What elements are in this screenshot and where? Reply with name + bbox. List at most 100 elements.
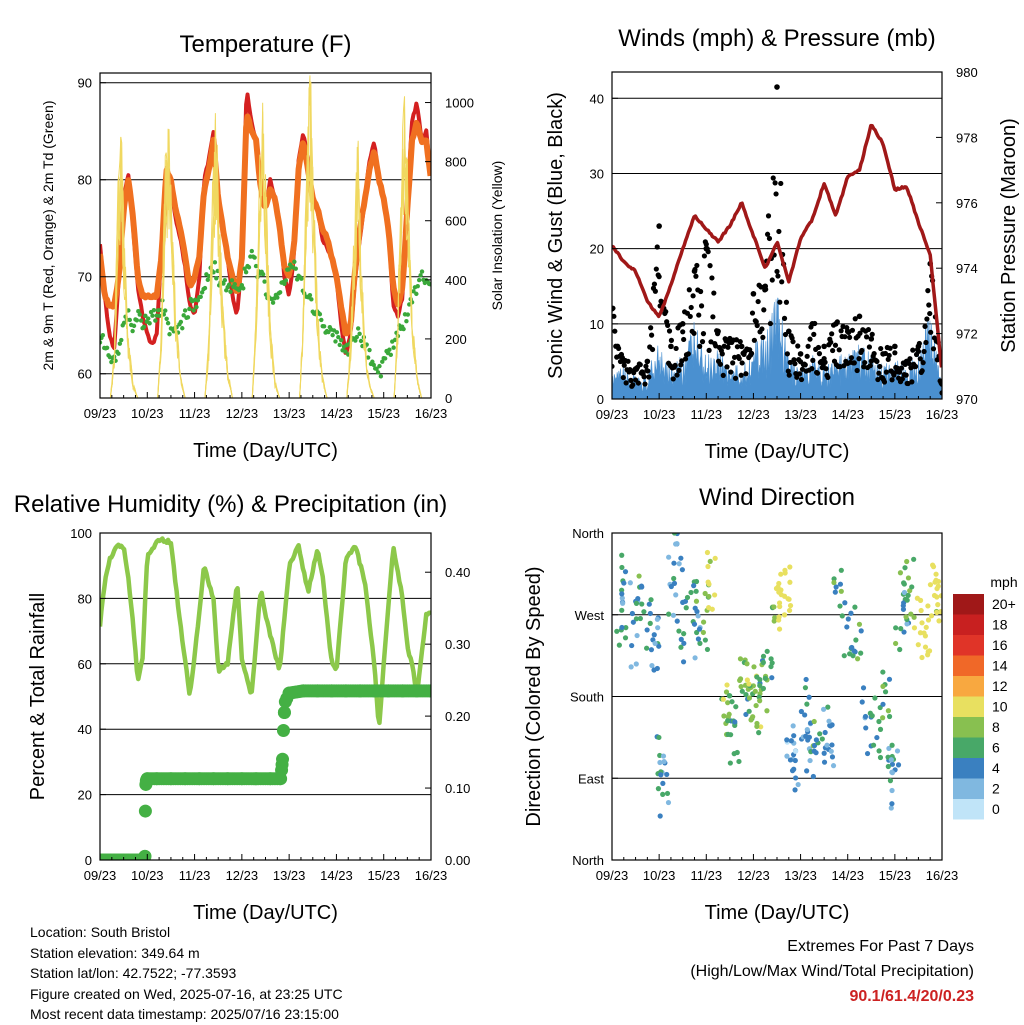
- wind-direction-point: [839, 613, 845, 619]
- series-point: [645, 368, 651, 374]
- series-point: [672, 362, 678, 369]
- wind-direction-point: [784, 753, 790, 759]
- wind-direction-point: [665, 799, 672, 806]
- wind-direction-point: [863, 725, 869, 731]
- series-point: [286, 267, 291, 272]
- series-point: [728, 369, 734, 375]
- series-point: [307, 293, 313, 298]
- precip-point: [164, 772, 178, 786]
- precip-point: [277, 706, 291, 720]
- series-point: [419, 269, 425, 274]
- series-point: [198, 294, 203, 299]
- series-point: [811, 331, 817, 337]
- wind-direction-point: [744, 677, 750, 683]
- wind-direction-point: [619, 552, 625, 558]
- series-point: [881, 379, 888, 385]
- chart-title: Temperature (F): [179, 31, 351, 58]
- colorbar-label: 0: [992, 801, 1000, 817]
- wind-direction-point: [889, 761, 896, 767]
- wind-direction-point: [777, 603, 783, 610]
- wind-direction-point: [905, 592, 911, 598]
- wind-direction-point: [901, 589, 908, 596]
- series-point: [165, 320, 171, 326]
- wind-direction-point: [930, 564, 937, 570]
- info-location: Location: South Bristol: [30, 924, 171, 940]
- series-point: [719, 351, 725, 357]
- series-point: [930, 346, 937, 352]
- wind-direction-point: [787, 564, 793, 570]
- series-point: [365, 355, 371, 360]
- series-point: [109, 359, 114, 365]
- x-tick-label: 14/23: [320, 868, 353, 883]
- series-point: [761, 307, 767, 313]
- series-point: [877, 363, 883, 370]
- series-point: [354, 334, 359, 340]
- wind-direction-point: [757, 698, 763, 704]
- wind-direction-point: [680, 599, 686, 606]
- series-point: [382, 356, 388, 361]
- gust-peak-point: [668, 343, 674, 350]
- wind-direction-point: [822, 729, 828, 736]
- series-point: [807, 336, 813, 342]
- wind-direction-point: [851, 648, 857, 654]
- wind-direction-point: [897, 570, 904, 576]
- y-axis-label: 2m & 9m T (Red, Orange) & 2m Td (Green): [40, 101, 56, 371]
- wind-direction-point: [706, 593, 712, 600]
- colorbar-swatch: [953, 737, 984, 758]
- wind-direction-point: [776, 580, 782, 587]
- wind-direction-point: [928, 613, 935, 619]
- precip-point: [138, 849, 152, 860]
- series-point: [358, 338, 364, 344]
- wind-direction-point: [792, 787, 798, 793]
- series-point: [700, 331, 707, 337]
- wind-direction-point: [769, 675, 775, 681]
- series-point: [353, 338, 358, 343]
- wind-direction-point: [752, 688, 758, 694]
- series-point: [401, 326, 406, 332]
- series-point: [147, 321, 152, 326]
- wind-direction-point: [838, 567, 844, 573]
- colorbar-swatch: [953, 635, 984, 656]
- wind-direction-point: [864, 750, 871, 757]
- series-point: [849, 327, 856, 333]
- wind-direction-point: [658, 772, 664, 778]
- wind-direction-point: [786, 607, 793, 614]
- y-right-tick-label: 972: [956, 327, 978, 342]
- gust-peak-point: [785, 328, 792, 335]
- series-point: [246, 265, 252, 270]
- series-point: [337, 342, 342, 348]
- wind-direction-point: [746, 681, 752, 687]
- wind-direction-point: [919, 654, 925, 661]
- series-point: [299, 276, 304, 281]
- y-right-tick-label: 1000: [445, 96, 474, 111]
- series-point: [928, 329, 934, 335]
- series-point: [270, 300, 276, 305]
- precip-point: [178, 772, 192, 786]
- series-point: [816, 351, 823, 357]
- series-point: [643, 363, 649, 369]
- gust-peak-point: [727, 336, 733, 342]
- series-point: [764, 231, 771, 237]
- wind-direction-point: [888, 757, 894, 763]
- series-point: [809, 366, 815, 372]
- wind-direction-point: [644, 645, 650, 651]
- series-point: [665, 322, 671, 328]
- y-tick-label: 80: [78, 591, 92, 606]
- wind-direction-point: [887, 778, 894, 784]
- wind-direction-point: [935, 578, 942, 585]
- wind-direction-point: [758, 724, 764, 730]
- wind-direction-point: [876, 718, 882, 725]
- series-point: [676, 367, 682, 373]
- series-point: [899, 376, 906, 382]
- wind-direction-point: [787, 602, 794, 609]
- y-right-tick-label: 0.10: [445, 781, 470, 796]
- x-axis-label: Time (Day/UTC): [193, 440, 338, 462]
- series-point: [825, 374, 831, 380]
- gust-peak-point: [856, 313, 863, 320]
- wind-direction-point: [647, 620, 653, 626]
- wind-direction-point: [854, 656, 861, 662]
- wind-direction-point: [911, 556, 917, 562]
- wind-direction-point: [762, 675, 768, 681]
- wind-direction-point: [614, 628, 620, 634]
- x-axis-label: Time (Day/UTC): [705, 902, 850, 924]
